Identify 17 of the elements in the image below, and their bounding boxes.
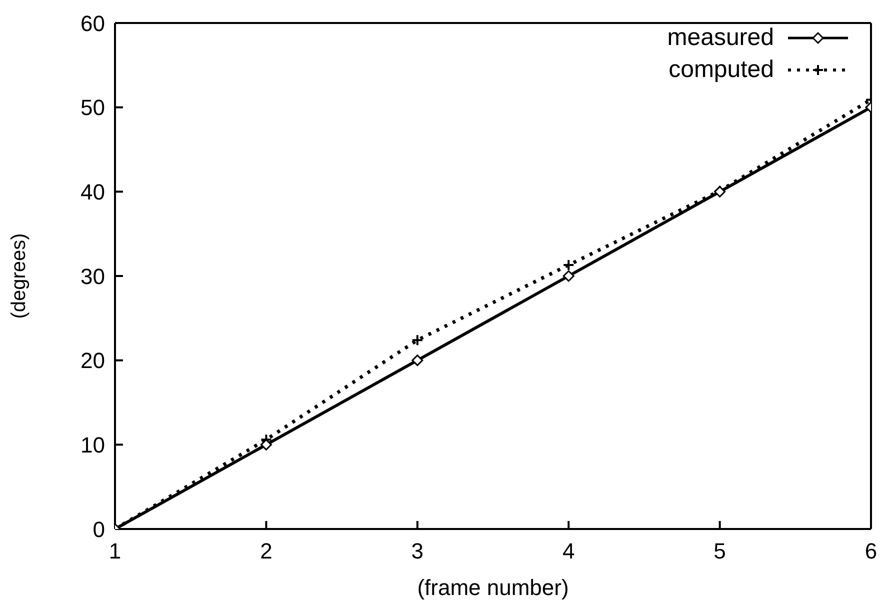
- y-tick-label: 60: [80, 10, 105, 36]
- x-axis-title: (frame number): [417, 575, 569, 600]
- x-tick-label: 6: [864, 538, 878, 564]
- x-tick-label: 2: [260, 538, 272, 564]
- y-tick-label: 20: [80, 348, 105, 374]
- legend-label: computed: [668, 55, 774, 85]
- x-tick-label: 5: [714, 538, 726, 564]
- y-tick-label: 0: [92, 516, 105, 542]
- x-tick-label: 1: [108, 538, 122, 564]
- y-tick-label: 30: [80, 264, 105, 289]
- x-tick-label: 3: [411, 538, 424, 564]
- y-tick-label: 40: [80, 179, 105, 204]
- y-axis-title: (degrees): [8, 233, 30, 319]
- y-tick-label: 50: [80, 95, 105, 120]
- x-tick-label: 4: [562, 538, 575, 564]
- y-tick-label: 10: [80, 432, 105, 458]
- legend-label: measured: [667, 23, 774, 53]
